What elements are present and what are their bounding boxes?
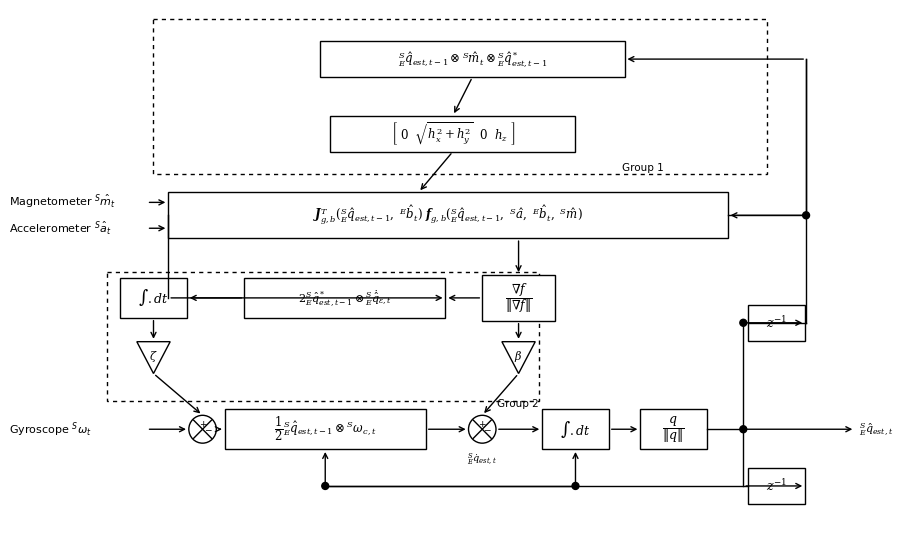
Bar xyxy=(107,272,539,401)
Bar xyxy=(154,19,767,174)
Text: Group 1: Group 1 xyxy=(622,163,663,173)
Bar xyxy=(120,278,187,318)
Text: $\boldsymbol{J}^T_{g,b}({}^S_E\hat{q}_{est,t-1},\ {}^E\hat{b}_t)\ \boldsymbol{f}: $\boldsymbol{J}^T_{g,b}({}^S_E\hat{q}_{e… xyxy=(313,204,583,227)
Circle shape xyxy=(572,482,579,490)
Bar xyxy=(542,410,609,449)
Text: $\int .dt$: $\int .dt$ xyxy=(139,287,169,309)
Bar xyxy=(244,278,446,318)
Text: $z^{-1}$: $z^{-1}$ xyxy=(766,478,788,494)
Bar xyxy=(168,193,727,238)
Circle shape xyxy=(740,319,747,326)
Text: ${}^S_E\hat{q}_{est,t}$: ${}^S_E\hat{q}_{est,t}$ xyxy=(860,421,893,437)
Text: Gyroscope ${}^S\omega_t$: Gyroscope ${}^S\omega_t$ xyxy=(9,420,92,438)
Text: $2{}^S_E\hat{q}^*_{est,t-1} \otimes {}^S_E\dot{\hat{q}}_{\epsilon,t}$: $2{}^S_E\hat{q}^*_{est,t-1} \otimes {}^S… xyxy=(298,288,392,307)
Circle shape xyxy=(803,212,809,219)
Text: Group 2: Group 2 xyxy=(498,400,539,410)
Text: Accelerometer ${}^S\hat{a}_t$: Accelerometer ${}^S\hat{a}_t$ xyxy=(9,219,112,237)
Text: ${}^S_E\dot{q}_{est,t}$: ${}^S_E\dot{q}_{est,t}$ xyxy=(467,451,498,466)
Text: Magnetometer ${}^S\hat{m}_t$: Magnetometer ${}^S\hat{m}_t$ xyxy=(9,193,116,211)
Circle shape xyxy=(322,482,328,490)
Text: $\int .dt$: $\int .dt$ xyxy=(560,418,590,440)
Bar xyxy=(640,410,707,449)
Text: +: + xyxy=(479,420,486,429)
Text: $z^{-1}$: $z^{-1}$ xyxy=(766,315,788,331)
Circle shape xyxy=(740,426,747,433)
Text: $\zeta$: $\zeta$ xyxy=(149,349,158,364)
Bar xyxy=(320,41,625,77)
Bar xyxy=(225,410,426,449)
Text: $\left[\ 0\ \ \sqrt{h_x^2+h_y^2}\ \ 0\ \ h_z\ \right]$: $\left[\ 0\ \ \sqrt{h_x^2+h_y^2}\ \ 0\ \… xyxy=(391,120,515,147)
Text: $\beta$: $\beta$ xyxy=(515,349,523,364)
Text: −: − xyxy=(483,425,490,434)
Text: −: − xyxy=(203,425,212,434)
Bar xyxy=(748,305,806,341)
Text: +: + xyxy=(199,420,206,429)
Bar xyxy=(330,116,575,152)
Text: ${}^S_E\hat{q}_{est,t-1} \otimes {}^S\hat{m}_t \otimes {}^S_E\hat{q}^*_{est,t-1}: ${}^S_E\hat{q}_{est,t-1} \otimes {}^S\ha… xyxy=(398,49,547,69)
Bar xyxy=(748,468,806,504)
Text: $\dfrac{\nabla f}{\|\nabla f\|}$: $\dfrac{\nabla f}{\|\nabla f\|}$ xyxy=(505,281,533,315)
Text: $\dfrac{q}{\|q\|}$: $\dfrac{q}{\|q\|}$ xyxy=(662,414,685,445)
Bar xyxy=(482,275,555,321)
Text: $\dfrac{1}{2}{}^S_E\hat{q}_{est,t-1} \otimes {}^S\omega_{c,t}$: $\dfrac{1}{2}{}^S_E\hat{q}_{est,t-1} \ot… xyxy=(274,415,376,443)
